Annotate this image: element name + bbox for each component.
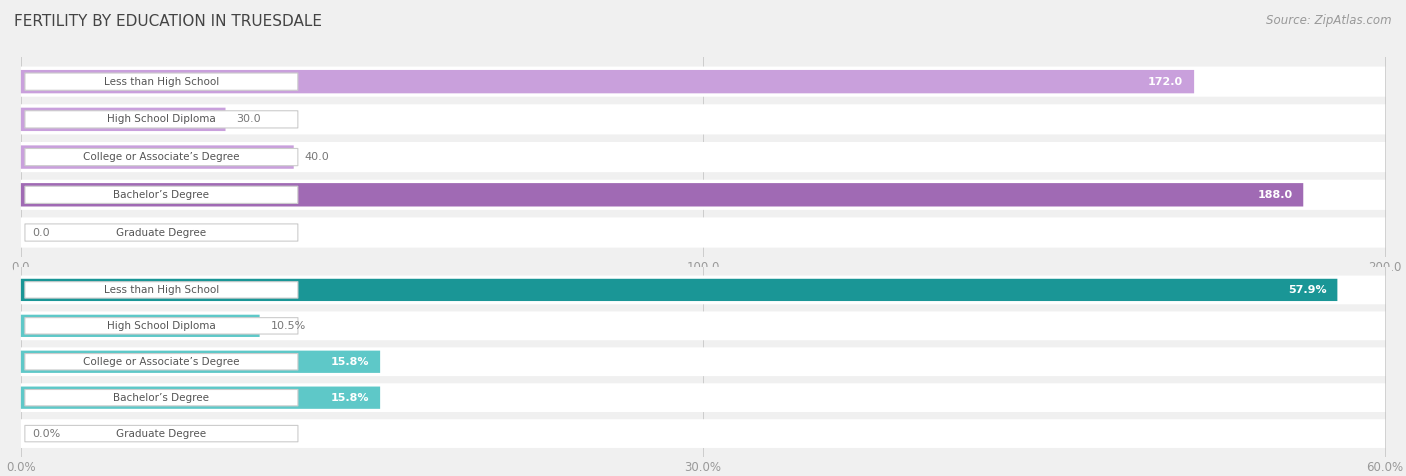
FancyBboxPatch shape [21,276,1385,304]
Text: 40.0: 40.0 [305,152,329,162]
FancyBboxPatch shape [25,354,298,370]
FancyBboxPatch shape [21,315,260,337]
FancyBboxPatch shape [21,70,1194,93]
FancyBboxPatch shape [25,73,298,90]
FancyBboxPatch shape [25,149,298,166]
Text: Bachelor’s Degree: Bachelor’s Degree [114,393,209,403]
FancyBboxPatch shape [21,142,1385,172]
FancyBboxPatch shape [21,67,1385,97]
Text: 30.0: 30.0 [236,114,262,124]
Text: College or Associate’s Degree: College or Associate’s Degree [83,357,239,367]
FancyBboxPatch shape [21,183,1303,207]
Text: High School Diploma: High School Diploma [107,321,215,331]
Text: Graduate Degree: Graduate Degree [117,228,207,238]
FancyBboxPatch shape [21,419,1385,448]
Text: 10.5%: 10.5% [270,321,305,331]
FancyBboxPatch shape [25,426,298,442]
Text: 172.0: 172.0 [1149,77,1184,87]
Text: FERTILITY BY EDUCATION IN TRUESDALE: FERTILITY BY EDUCATION IN TRUESDALE [14,14,322,30]
FancyBboxPatch shape [21,218,1385,248]
Text: 0.0%: 0.0% [32,428,60,438]
Text: 0.0: 0.0 [32,228,49,238]
FancyBboxPatch shape [21,351,380,373]
Text: Graduate Degree: Graduate Degree [117,428,207,438]
Text: Source: ZipAtlas.com: Source: ZipAtlas.com [1267,14,1392,27]
Text: Less than High School: Less than High School [104,285,219,295]
FancyBboxPatch shape [21,279,1337,301]
FancyBboxPatch shape [25,111,298,128]
Text: 15.8%: 15.8% [330,357,370,367]
Text: 57.9%: 57.9% [1288,285,1326,295]
FancyBboxPatch shape [21,387,380,409]
FancyBboxPatch shape [21,108,225,131]
Text: 188.0: 188.0 [1257,190,1292,200]
FancyBboxPatch shape [25,282,298,298]
FancyBboxPatch shape [25,389,298,406]
FancyBboxPatch shape [21,347,1385,376]
FancyBboxPatch shape [21,145,294,169]
FancyBboxPatch shape [25,317,298,334]
Text: College or Associate’s Degree: College or Associate’s Degree [83,152,239,162]
FancyBboxPatch shape [25,186,298,203]
Text: Bachelor’s Degree: Bachelor’s Degree [114,190,209,200]
Text: 15.8%: 15.8% [330,393,370,403]
Text: High School Diploma: High School Diploma [107,114,215,124]
FancyBboxPatch shape [25,224,298,241]
Text: Less than High School: Less than High School [104,77,219,87]
FancyBboxPatch shape [21,104,1385,134]
FancyBboxPatch shape [21,180,1385,210]
FancyBboxPatch shape [21,311,1385,340]
FancyBboxPatch shape [21,383,1385,412]
